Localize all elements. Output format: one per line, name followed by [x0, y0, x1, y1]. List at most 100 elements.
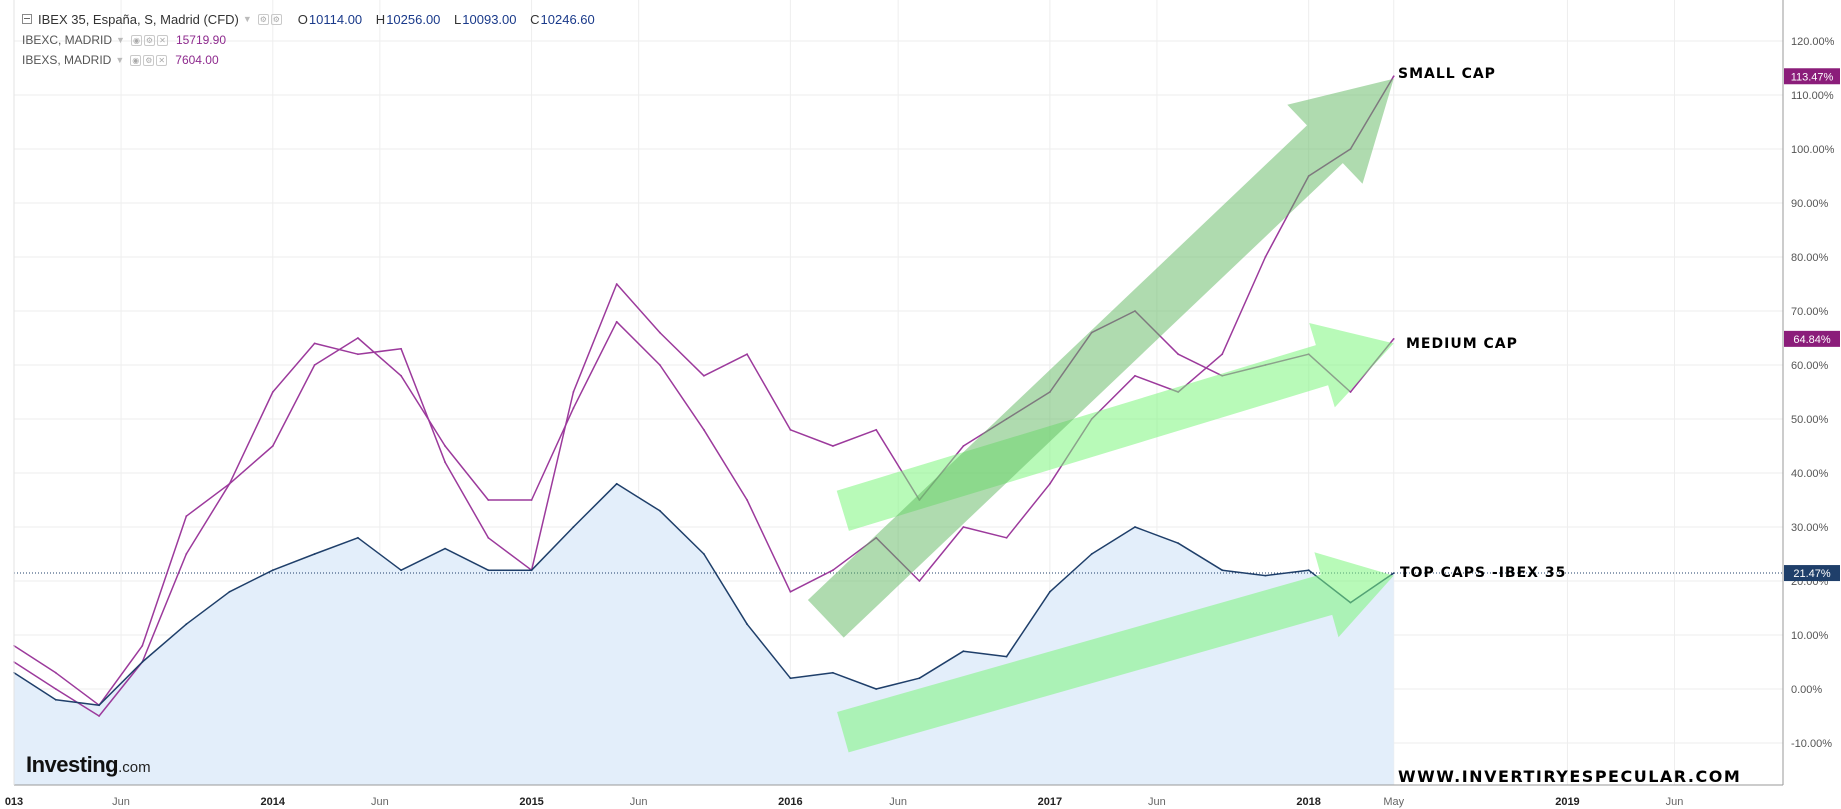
- data-point: [141, 644, 144, 647]
- data-point: [487, 499, 490, 501]
- y-tick-label: 90.00%: [1791, 198, 1829, 210]
- data-point: [703, 553, 705, 555]
- data-point: [444, 461, 446, 464]
- data-point: [746, 499, 748, 501]
- trend-arrows: [807, 78, 1394, 753]
- y-tick-label: 40.00%: [1791, 468, 1829, 480]
- y-tick-label: 50.00%: [1791, 414, 1829, 426]
- legend: IBEX 35, España, S, Madrid (CFD) ▼ ⚙ ⚙ O…: [22, 8, 605, 70]
- data-point: [962, 445, 965, 447]
- data-point: [1392, 338, 1395, 340]
- website-watermark: WWW.INVERTIRYESPECULAR.COM: [1398, 767, 1742, 786]
- data-point: [141, 661, 144, 663]
- data-point: [1177, 542, 1180, 545]
- last-value-label: 21.47%: [1793, 568, 1831, 580]
- data-point: [832, 445, 834, 447]
- y-tick-label: 70.00%: [1791, 306, 1829, 318]
- data-point: [54, 671, 57, 674]
- x-tick-label: Jun: [1148, 796, 1166, 808]
- data-point: [1264, 574, 1267, 577]
- close-label: C: [530, 11, 540, 27]
- settings-icon[interactable]: ⚙: [143, 34, 155, 46]
- data-point: [1307, 569, 1310, 572]
- ohlc-values: O10114.00 H10256.00 L10093.00 C10246.60: [298, 12, 605, 27]
- y-tick-label: 0.00%: [1791, 684, 1822, 696]
- data-point: [1177, 353, 1180, 356]
- eye-icon[interactable]: ◉: [130, 34, 142, 46]
- data-point: [98, 704, 100, 707]
- low-label: L: [454, 11, 462, 27]
- y-tick-label: 80.00%: [1791, 252, 1829, 264]
- x-tick-label: 2018: [1296, 796, 1320, 808]
- data-point: [703, 374, 705, 377]
- last-value-label: 64.84%: [1793, 334, 1831, 346]
- data-point: [228, 590, 231, 593]
- close-icon[interactable]: ✕: [156, 54, 168, 66]
- close-icon[interactable]: ✕: [156, 34, 168, 46]
- data-point: [1134, 374, 1136, 377]
- data-point: [228, 482, 231, 485]
- last-value-badges: 113.47% 64.84% 21.47%: [1784, 68, 1840, 582]
- overlay-name[interactable]: IBEXS, MADRID: [22, 53, 112, 67]
- data-point: [313, 342, 316, 345]
- x-tick-label: Jun: [1666, 796, 1684, 808]
- overlay-name[interactable]: IBEXC, MADRID: [22, 33, 113, 47]
- x-tick-label: 2014: [261, 796, 286, 808]
- x-tick-label: Jun: [889, 796, 907, 808]
- settings-icon[interactable]: ⚙: [257, 13, 269, 25]
- data-point: [400, 347, 402, 350]
- data-point: [746, 353, 748, 356]
- legend-overlay-ibexc: IBEXC, MADRID ▼ ◉ ⚙ ✕ 15719.90: [22, 30, 605, 50]
- open-value: 10114.00: [308, 11, 363, 27]
- main-symbol-title[interactable]: IBEX 35, España, S, Madrid (CFD): [38, 11, 239, 27]
- chevron-down-icon[interactable]: ▼: [242, 14, 252, 24]
- data-point: [832, 671, 834, 674]
- data-point: [1392, 572, 1395, 574]
- data-point: [1221, 353, 1224, 356]
- data-point: [572, 407, 575, 410]
- overlay-value: 15719.90: [175, 33, 226, 47]
- x-tick-label: 013: [5, 796, 23, 808]
- settings-icon[interactable]: ⚙: [270, 13, 282, 25]
- data-point: [530, 569, 533, 572]
- y-tick-label: 100.00%: [1791, 144, 1835, 156]
- collapse-icon[interactable]: [22, 14, 32, 24]
- chevron-down-icon[interactable]: ▼: [116, 35, 125, 45]
- axes: 120.00% 110.00% 100.00% 90.00% 80.00% 70.00% 6…: [5, 0, 1835, 808]
- data-point: [400, 569, 402, 572]
- data-point: [1049, 482, 1051, 485]
- overlay-value: 7604.00: [175, 53, 219, 67]
- y-tick-label: 60.00%: [1791, 360, 1829, 372]
- data-point: [185, 623, 188, 626]
- y-tick-label: 120.00%: [1791, 36, 1835, 48]
- high-label: H: [375, 11, 386, 27]
- ibex-area: [14, 483, 1394, 785]
- data-point: [444, 547, 446, 550]
- annotation-medium-cap: MEDIUM CAP: [1406, 336, 1518, 352]
- data-point: [487, 536, 490, 539]
- logo-main: Investing: [26, 752, 119, 777]
- data-point: [615, 283, 618, 285]
- annotation-small-cap: SMALL CAP: [1398, 66, 1496, 82]
- data-point: [659, 364, 661, 366]
- y-tick-label: 110.00%: [1791, 90, 1834, 102]
- data-point: [98, 715, 100, 717]
- data-point: [1005, 655, 1008, 658]
- data-point: [789, 677, 792, 680]
- x-tick-label: 2019: [1555, 796, 1579, 808]
- chevron-down-icon[interactable]: ▼: [115, 55, 125, 65]
- eye-icon[interactable]: ◉: [130, 54, 142, 66]
- data-point: [357, 337, 359, 339]
- data-point: [832, 569, 834, 572]
- y-tick-label: 30.00%: [1791, 522, 1829, 534]
- close-value: 10246.60: [540, 11, 595, 27]
- data-point: [659, 509, 661, 512]
- data-point: [615, 320, 618, 323]
- settings-icon[interactable]: ⚙: [143, 54, 155, 66]
- data-point: [962, 650, 965, 653]
- x-tick-label: May: [1383, 796, 1404, 808]
- high-value: 10256.00: [386, 11, 441, 27]
- x-tick-label: Jun: [630, 796, 648, 808]
- data-point: [54, 698, 57, 701]
